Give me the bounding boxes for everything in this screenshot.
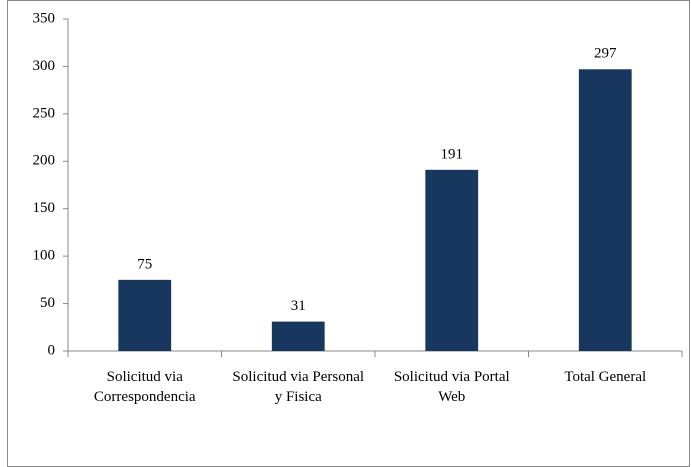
y-tick-label: 350	[33, 10, 56, 26]
x-tick-label: Solicitud via Correspondencia	[93, 369, 196, 405]
y-tick-label: 250	[33, 105, 56, 121]
bar	[271, 321, 325, 351]
y-tick-label: 200	[33, 153, 56, 169]
data-label: 297	[594, 46, 617, 62]
x-tick-label: Solicitud via Portal Web	[393, 369, 510, 405]
x-tick-label: Total General	[564, 369, 647, 385]
y-tick-label: 50	[40, 295, 55, 311]
bar	[578, 69, 632, 351]
bar	[425, 169, 479, 351]
data-label: 191	[441, 146, 464, 162]
x-tick-label: Solicitud via Personal y Fisica	[232, 369, 365, 405]
y-tick-label: 150	[33, 200, 56, 216]
y-tick-label: 100	[33, 248, 56, 264]
y-tick-label: 300	[33, 58, 56, 74]
data-label: 75	[137, 256, 152, 272]
y-tick-label: 0	[48, 342, 56, 358]
bar	[118, 279, 172, 351]
data-label: 31	[291, 298, 306, 314]
